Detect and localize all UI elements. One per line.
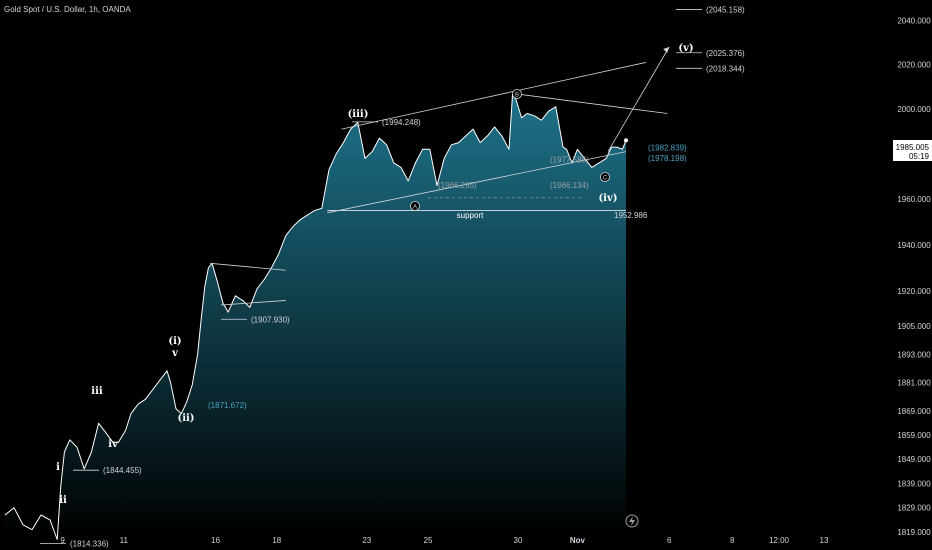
level-label: (1978.198) [648, 154, 687, 163]
last-price-badge: 1985.005 05:19 [893, 140, 932, 161]
x-tick-label: 16 [211, 536, 220, 545]
last-price-dot [624, 138, 628, 143]
level-label: (1966.134) [550, 181, 589, 190]
x-tick-label: 25 [424, 536, 433, 545]
y-tick-label: 2040.000 [897, 17, 931, 26]
level-label: (1844.455) [103, 466, 142, 475]
wave-label: v [171, 348, 179, 359]
wave-label: iii [91, 386, 103, 397]
x-tick-label: 13 [820, 536, 829, 545]
level-label: (1814.336) [70, 540, 109, 549]
replay-icon[interactable] [625, 514, 639, 528]
x-tick-label: 8 [730, 536, 735, 545]
price-area [5, 93, 626, 540]
price-line [4, 92, 627, 540]
y-tick-label: 1829.000 [897, 504, 931, 513]
level-label: (1871.672) [208, 401, 247, 410]
wave-label: (iv) [598, 193, 617, 204]
y-tick-label: 1819.000 [897, 528, 931, 537]
projection-arrowhead [663, 46, 670, 53]
trendline-projection[interactable] [607, 46, 670, 152]
y-tick-label: 1839.000 [897, 479, 931, 488]
trendline-lower-channel[interactable] [327, 151, 627, 214]
wave-label: (i) [168, 336, 181, 347]
trendline-upper-channel[interactable] [341, 62, 646, 130]
trendline-triangle-top[interactable] [210, 262, 286, 271]
circle-label: C [603, 176, 608, 182]
level-label: 1952.986 [614, 211, 648, 220]
last-price: 1985.005 [896, 143, 930, 152]
y-tick-label: 1859.000 [897, 431, 931, 440]
wave-label: i [56, 462, 60, 473]
x-tick-label: 6 [667, 536, 672, 545]
x-tick-label: 12:00 [769, 536, 790, 545]
y-tick-label: 1920.000 [897, 287, 931, 296]
wave-label: iv [108, 439, 119, 450]
wave-label: (v) [678, 43, 693, 54]
y-tick-label: 1881.000 [897, 379, 931, 388]
circle-label: A [413, 205, 417, 211]
support-label: support [457, 211, 484, 220]
level-label: (1982.839) [648, 143, 687, 152]
circle-marker-a [410, 201, 420, 211]
wave-label: (iii) [348, 109, 369, 120]
wave-label: (ii) [177, 413, 194, 424]
circle-label: B [515, 93, 519, 99]
x-tick-label: 11 [120, 536, 129, 545]
wave-label: ii [59, 495, 67, 506]
x-tick-label: Nov [570, 536, 586, 545]
circle-marker-c [600, 172, 610, 182]
y-tick-label: 1940.000 [897, 241, 931, 250]
chart-title: Gold Spot / U.S. Dollar, 1h, OANDA [4, 5, 131, 14]
y-tick-label: 1869.000 [897, 407, 931, 416]
level-label: (1966.295) [438, 181, 477, 190]
circle-marker-b [512, 89, 522, 99]
level-label: (2018.344) [706, 64, 745, 73]
level-label: (1977.585) [550, 155, 589, 164]
y-tick-label: 2020.000 [897, 61, 931, 70]
x-tick-label: 18 [272, 536, 281, 545]
trendline-b-to-right[interactable] [512, 93, 668, 114]
level-label: (1994.248) [382, 118, 421, 127]
y-tick-label: 1849.000 [897, 455, 931, 464]
y-tick-label: 2000.000 [897, 105, 931, 114]
candle-countdown: 05:19 [909, 152, 930, 161]
x-tick-label: 30 [514, 536, 523, 545]
trendline-triangle-bottom[interactable] [220, 300, 286, 306]
y-tick-label: 1905.000 [897, 322, 931, 331]
x-tick-label: 9 [60, 536, 65, 545]
level-label: (1907.930) [251, 315, 290, 324]
x-tick-label: 23 [362, 536, 371, 545]
level-label: (2025.376) [706, 49, 745, 58]
y-tick-label: 1960.000 [897, 195, 931, 204]
y-tick-label: 1893.000 [897, 350, 931, 359]
level-label: (2045.158) [706, 5, 745, 14]
